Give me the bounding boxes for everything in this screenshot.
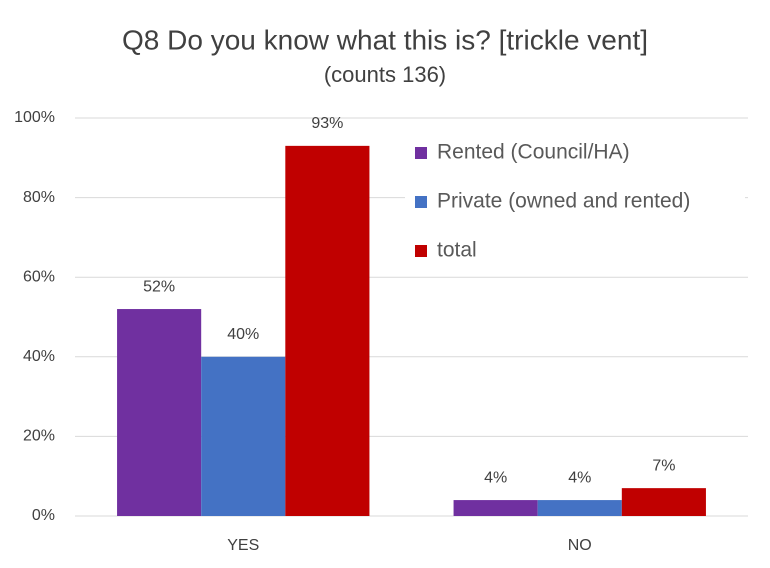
- data-label: 4%: [484, 469, 507, 486]
- bar: [117, 309, 202, 516]
- bar: [621, 488, 706, 516]
- x-tick-label: NO: [568, 537, 592, 554]
- legend-label: Private (owned and rented): [437, 190, 690, 213]
- legend-label: total: [437, 239, 477, 262]
- legend-swatch: [415, 147, 427, 159]
- bar: [285, 145, 370, 517]
- data-label: 7%: [652, 457, 675, 474]
- legend-label: Rented (Council/HA): [437, 141, 630, 164]
- data-label: 4%: [568, 469, 591, 486]
- y-tick-label: 40%: [23, 348, 55, 365]
- y-tick-label: 60%: [23, 268, 55, 285]
- chart-title: Q8 Do you know what this is? [trickle ve…: [122, 24, 648, 55]
- x-tick-label: YES: [227, 537, 259, 554]
- data-label: 93%: [311, 115, 343, 132]
- bar: [201, 356, 286, 516]
- legend-swatch: [415, 245, 427, 257]
- y-tick-label: 0%: [32, 507, 55, 524]
- legend-swatch: [415, 196, 427, 208]
- bar: [453, 500, 538, 516]
- chart-subtitle: (counts 136): [324, 62, 446, 87]
- data-label: 40%: [227, 326, 259, 343]
- y-tick-label: 100%: [14, 109, 55, 126]
- bar: [537, 500, 622, 516]
- legend-box: [405, 128, 745, 273]
- y-tick-label: 80%: [23, 189, 55, 206]
- y-tick-label: 20%: [23, 428, 55, 445]
- data-label: 52%: [143, 278, 175, 295]
